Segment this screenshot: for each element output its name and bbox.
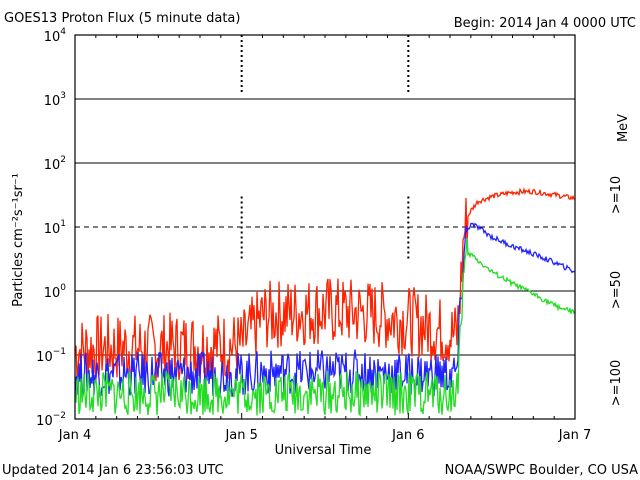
- y-tick-label-1e3: 103: [44, 91, 66, 109]
- series-line-ge10: [74, 186, 575, 383]
- y-tick-exponent: 2: [60, 155, 66, 165]
- y-tick-exponent: 3: [60, 91, 66, 101]
- y-tick-label-1e-1: 10−1: [36, 347, 66, 365]
- series-line-ge50: [74, 222, 576, 398]
- y-tick-base: 10: [44, 286, 61, 301]
- y-tick-base: 10: [36, 350, 53, 365]
- y-axis-label: Particles cm⁻²s⁻¹sr⁻¹: [11, 173, 26, 307]
- y-tick-base: 10: [44, 94, 61, 109]
- y-tick-base: 10: [44, 30, 61, 45]
- y-tick-exponent: 4: [60, 27, 66, 37]
- y-tick-base: 10: [44, 158, 61, 173]
- legend-entry-100: >=100: [609, 360, 624, 407]
- y-tick-label-1e1: 101: [44, 219, 66, 237]
- y-tick-label-1e-2: 10−2: [36, 411, 66, 429]
- y-tick-label-1e0: 100: [44, 283, 67, 301]
- x-tick-label-1: Jan 5: [224, 428, 257, 443]
- x-axis-label: Universal Time: [275, 443, 372, 458]
- y-tick-exponent: 0: [60, 283, 66, 293]
- y-tick-label-1e2: 102: [44, 155, 66, 173]
- legend-entry-50: >=50: [609, 271, 624, 309]
- grid-lines: [75, 35, 575, 356]
- y-tick-label-1e4: 104: [44, 27, 67, 45]
- credit-label: NOAA/SWPC Boulder, CO USA: [445, 463, 638, 478]
- updated-label: Updated 2014 Jan 6 23:56:03 UTC: [2, 463, 224, 478]
- y-tick-exponent: −1: [53, 347, 66, 357]
- x-tick-label-0: Jan 4: [58, 428, 91, 443]
- chart-title: GOES13 Proton Flux (5 minute data): [4, 11, 240, 26]
- x-tick-label-2: Jan 6: [391, 428, 424, 443]
- y-tick-base: 10: [36, 414, 53, 429]
- plot-frame: [74, 34, 576, 420]
- x-tick-labels: Jan 4 Jan 5 Jan 6 Jan 7: [58, 428, 591, 443]
- y-tick-exponent: −2: [53, 411, 66, 421]
- legend-entry-10: >=10: [609, 176, 624, 214]
- y-tick-exponent: 1: [60, 219, 66, 229]
- legend-unit: MeV: [616, 114, 631, 142]
- series-line-ge100: [74, 237, 576, 417]
- series-lines: [74, 186, 576, 417]
- begin-label: Begin: 2014 Jan 4 0000 UTC: [454, 16, 636, 31]
- x-tick-label-3: Jan 7: [558, 428, 591, 443]
- y-tick-base: 10: [44, 222, 61, 237]
